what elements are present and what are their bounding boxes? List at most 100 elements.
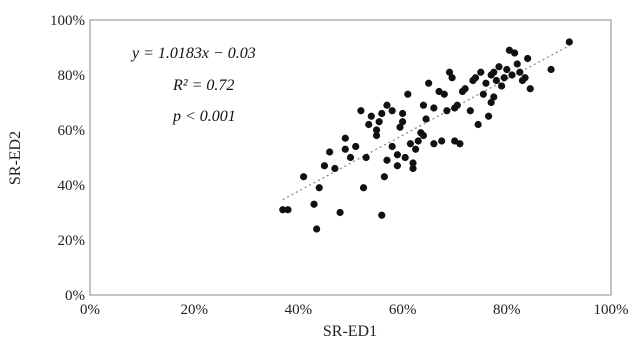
r-squared-annotation: R² = 0.72 [172,77,234,94]
y-tick-label: 60% [58,123,86,139]
data-point [508,71,516,79]
data-point [479,90,487,98]
data-point [521,74,529,82]
data-point [367,112,375,120]
data-point [331,164,339,173]
data-point [406,140,415,148]
data-point [497,82,506,90]
data-point [503,65,511,74]
data-point [547,65,555,74]
data-point [443,107,451,115]
data-point [357,107,365,115]
data-point [336,208,344,217]
data-point [383,156,391,164]
data-point [401,153,409,162]
data-point [320,162,329,170]
data-point [359,184,368,192]
data-point [440,90,448,98]
data-point [466,107,474,115]
data-point [404,90,412,98]
data-point [412,145,420,153]
data-point [430,140,438,148]
data-point [393,162,401,170]
data-point [422,115,430,123]
x-tick-label: 0% [80,302,100,318]
data-point [484,112,493,120]
data-point [388,107,396,115]
data-point [516,68,524,76]
data-point [396,123,404,131]
y-tick-label: 20% [58,233,86,249]
y-axis-ticks: 0% 20% 40% 60% 80% 100% [50,13,85,304]
data-point [409,159,417,167]
x-tick-label: 20% [180,302,208,318]
x-tick-label: 60% [389,302,417,318]
data-point [524,54,532,63]
data-point [326,148,334,156]
y-axis-label: SR-ED2 [7,131,24,185]
data-point [471,74,480,82]
data-point [495,63,503,71]
equation-annotation: y = 1.0183x − 0.03 [130,45,256,62]
y-tick-label: 80% [58,68,86,84]
data-points [279,38,573,233]
data-point [315,184,323,192]
x-tick-label: 40% [285,302,313,318]
data-point [399,118,407,126]
x-tick-label: 80% [493,302,521,318]
y-tick-label: 0% [65,288,85,304]
data-point [383,101,391,109]
data-point [419,131,428,140]
data-point [300,173,308,181]
data-point [425,79,433,87]
data-point [474,120,482,129]
data-point [445,68,454,76]
data-point [378,109,386,118]
data-point [399,109,407,118]
plot-area-frame [89,19,612,296]
data-point [341,134,349,142]
p-value-annotation: p < 0.001 [172,108,236,125]
trendline [282,45,570,201]
data-point [453,101,461,109]
data-point [526,85,534,93]
data-point [279,206,287,214]
data-point [310,200,318,208]
data-point [456,140,464,148]
data-point [477,68,485,76]
y-tick-label: 40% [58,178,86,194]
data-point [511,49,519,57]
data-point [487,98,495,107]
data-point [430,104,438,112]
data-point [461,85,469,93]
data-point [565,38,573,46]
x-tick-label: 100% [594,302,629,318]
data-point [409,164,417,173]
data-point [346,153,355,162]
data-point [313,225,321,233]
data-point [419,101,428,109]
data-point [341,145,349,153]
y-tick-label: 100% [50,13,85,29]
data-point [490,93,498,101]
data-point [482,79,490,87]
data-point [372,126,381,134]
data-point [500,74,508,82]
x-axis-label: SR-ED1 [323,323,377,340]
data-point [388,142,396,151]
data-point [513,60,521,68]
data-point [492,76,500,85]
data-point [438,137,446,145]
data-point [284,206,292,214]
data-point [378,211,386,219]
x-axis-ticks: 0% 20% 40% 60% 80% 100% [80,302,629,318]
data-point [352,142,360,151]
data-point [393,151,401,159]
data-point [380,173,388,181]
data-point [414,137,422,145]
data-point [490,68,498,76]
data-point [372,131,381,140]
data-point [448,74,456,82]
data-point [365,120,373,129]
